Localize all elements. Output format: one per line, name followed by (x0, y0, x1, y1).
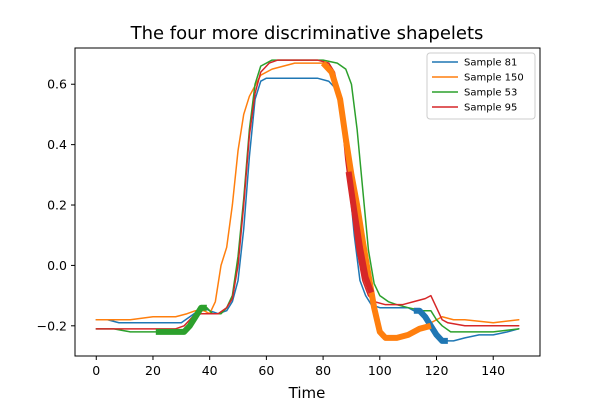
axes-frame (74, 47, 541, 357)
x-tick-label: 40 (202, 363, 218, 378)
y-tick-label: −0.2 (37, 318, 67, 333)
y-axis: −0.2 0.0 0.2 0.4 0.6 (37, 77, 75, 333)
legend-box (426, 52, 536, 120)
x-tick-label: 20 (145, 363, 161, 378)
legend-label-3: Sample 53 (464, 88, 517, 99)
y-tick-label: 0.2 (47, 198, 67, 213)
legend-label-4: Sample 95 (464, 103, 517, 114)
x-tick-label: 120 (425, 363, 449, 378)
y-tick-label: 0.4 (47, 137, 67, 152)
chart-title: The four more discriminative shapelets (130, 23, 484, 44)
x-tick-label: 60 (258, 363, 274, 378)
x-tick-label: 0 (92, 363, 100, 378)
x-tick-label: 80 (315, 363, 331, 378)
shapelet-highlights (155, 61, 448, 344)
y-tick-label: 0.0 (47, 258, 67, 273)
x-tick-label: 100 (368, 363, 392, 378)
x-tick-label: 140 (481, 363, 505, 378)
legend: Sample 81 Sample 150 Sample 53 Sample 95 (426, 52, 536, 120)
shapelet-highlight-4 (345, 171, 375, 294)
legend-label-2: Sample 150 (464, 73, 524, 84)
x-axis-label: Time (288, 384, 326, 400)
legend-label-1: Sample 81 (464, 58, 517, 69)
y-tick-label: 0.6 (47, 77, 67, 92)
shapelet-highlight-3 (155, 304, 207, 335)
plot-area (74, 47, 541, 357)
shapelet-highlight-2 (320, 61, 432, 341)
x-axis: 0 20 40 60 80 100 120 140 (92, 356, 505, 378)
